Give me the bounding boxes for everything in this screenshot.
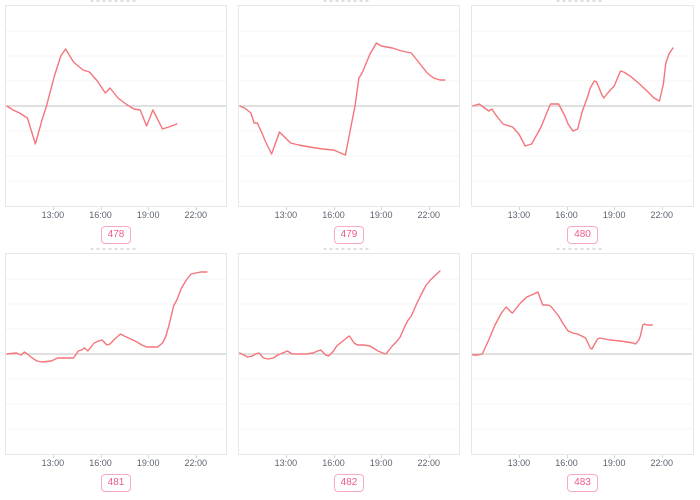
x-tick-mark bbox=[285, 207, 287, 210]
x-axis: 13:00 16:00 19:00 22:00 bbox=[472, 207, 692, 222]
x-tick-label: 19:00 bbox=[369, 458, 393, 468]
series-line bbox=[472, 47, 674, 147]
x-tick-label: 13:00 bbox=[41, 458, 65, 468]
x-tick-mark bbox=[614, 455, 616, 458]
chart-panel-479: 13:00 16:00 19:00 22:00 479 bbox=[233, 0, 466, 248]
x-tick-label: 19:00 bbox=[369, 210, 393, 220]
chart-panel-480: 13:00 16:00 19:00 22:00 480 bbox=[466, 0, 700, 248]
x-tick-label: 22:00 bbox=[184, 210, 208, 220]
clipped-chart-title-fragment bbox=[556, 0, 605, 2]
x-tick-label: 13:00 bbox=[507, 458, 531, 468]
x-tick-label: 22:00 bbox=[650, 458, 674, 468]
badge-row: 481 bbox=[5, 470, 227, 500]
x-tick-label: 16:00 bbox=[322, 458, 345, 468]
x-tick-label: 16:00 bbox=[555, 458, 578, 468]
clipped-chart-title-fragment bbox=[90, 0, 139, 2]
sparkline-478 bbox=[6, 30, 226, 182]
x-tick-label: 22:00 bbox=[650, 210, 674, 220]
series-line bbox=[6, 271, 208, 363]
x-tick-mark bbox=[195, 207, 197, 210]
x-tick-label: 16:00 bbox=[322, 210, 345, 220]
x-tick-label: 13:00 bbox=[274, 210, 298, 220]
line-chart-canvas bbox=[5, 253, 227, 455]
x-tick-mark bbox=[333, 207, 335, 210]
x-tick-label: 19:00 bbox=[602, 458, 626, 468]
x-tick-mark bbox=[52, 207, 54, 210]
series-line bbox=[472, 291, 654, 356]
sparkline-480 bbox=[472, 30, 692, 182]
sparkline-479 bbox=[239, 30, 459, 182]
x-axis: 13:00 16:00 19:00 22:00 bbox=[472, 455, 692, 470]
clipped-chart-title-fragment bbox=[90, 248, 139, 250]
badge-row: 483 bbox=[471, 470, 694, 500]
x-tick-label: 16:00 bbox=[555, 210, 578, 220]
badge-row: 479 bbox=[238, 222, 460, 252]
x-tick-mark bbox=[614, 207, 616, 210]
clipped-chart-title-fragment bbox=[323, 248, 372, 250]
x-tick-label: 22:00 bbox=[184, 458, 208, 468]
sparkline-482 bbox=[239, 270, 459, 430]
x-tick-mark bbox=[661, 455, 663, 458]
x-tick-mark bbox=[381, 207, 383, 210]
sparkline-481 bbox=[6, 271, 226, 430]
series-line bbox=[239, 42, 446, 156]
line-chart-canvas bbox=[5, 5, 227, 207]
x-axis: 13:00 16:00 19:00 22:00 bbox=[6, 455, 226, 470]
x-tick-mark bbox=[148, 207, 150, 210]
x-tick-mark bbox=[566, 455, 568, 458]
badge-row: 480 bbox=[471, 222, 694, 252]
x-tick-label: 13:00 bbox=[507, 210, 531, 220]
x-tick-mark bbox=[661, 207, 663, 210]
series-line bbox=[6, 48, 178, 145]
chart-panel-478: 13:00 16:00 19:00 22:00 478 bbox=[0, 0, 233, 248]
badge-row: 482 bbox=[238, 470, 460, 500]
chart-panel-481: 13:00 16:00 19:00 22:00 481 bbox=[0, 248, 233, 497]
chart-badge[interactable]: 481 bbox=[100, 474, 132, 492]
x-tick-label: 22:00 bbox=[417, 458, 441, 468]
badge-row: 478 bbox=[5, 222, 227, 252]
x-tick-mark bbox=[100, 207, 102, 210]
x-tick-label: 19:00 bbox=[136, 458, 160, 468]
chart-badge[interactable]: 480 bbox=[567, 226, 598, 244]
chart-panel-482: 13:00 16:00 19:00 22:00 482 bbox=[233, 248, 466, 497]
x-axis: 13:00 16:00 19:00 22:00 bbox=[239, 207, 459, 222]
line-chart-canvas bbox=[238, 5, 460, 207]
x-tick-label: 19:00 bbox=[136, 210, 160, 220]
x-tick-mark bbox=[428, 455, 430, 458]
sparkline-483 bbox=[472, 278, 692, 430]
clipped-chart-title-fragment bbox=[323, 0, 372, 2]
clipped-chart-title-fragment bbox=[556, 248, 605, 250]
x-axis: 13:00 16:00 19:00 22:00 bbox=[6, 207, 226, 222]
x-tick-label: 13:00 bbox=[274, 458, 298, 468]
x-tick-mark bbox=[285, 455, 287, 458]
chart-badge[interactable]: 478 bbox=[100, 226, 132, 244]
x-tick-mark bbox=[52, 455, 54, 458]
chart-badge[interactable]: 482 bbox=[333, 474, 365, 492]
series-line bbox=[239, 270, 441, 360]
x-tick-mark bbox=[333, 455, 335, 458]
x-tick-mark bbox=[381, 455, 383, 458]
x-tick-mark bbox=[428, 207, 430, 210]
x-tick-mark bbox=[566, 207, 568, 210]
x-tick-label: 16:00 bbox=[89, 458, 112, 468]
x-tick-mark bbox=[518, 207, 520, 210]
line-chart-canvas bbox=[471, 253, 694, 455]
x-tick-mark bbox=[195, 455, 197, 458]
chart-panel-483: 13:00 16:00 19:00 22:00 483 bbox=[466, 248, 700, 497]
x-tick-label: 22:00 bbox=[417, 210, 441, 220]
x-tick-mark bbox=[518, 455, 520, 458]
x-axis: 13:00 16:00 19:00 22:00 bbox=[239, 455, 459, 470]
x-tick-label: 19:00 bbox=[602, 210, 626, 220]
x-tick-mark bbox=[148, 455, 150, 458]
chart-badge[interactable]: 483 bbox=[567, 474, 598, 492]
line-chart-canvas bbox=[238, 253, 460, 455]
x-tick-mark bbox=[100, 455, 102, 458]
x-tick-label: 16:00 bbox=[89, 210, 112, 220]
line-chart-canvas bbox=[471, 5, 694, 207]
x-tick-label: 13:00 bbox=[41, 210, 65, 220]
chart-badge[interactable]: 479 bbox=[333, 226, 365, 244]
